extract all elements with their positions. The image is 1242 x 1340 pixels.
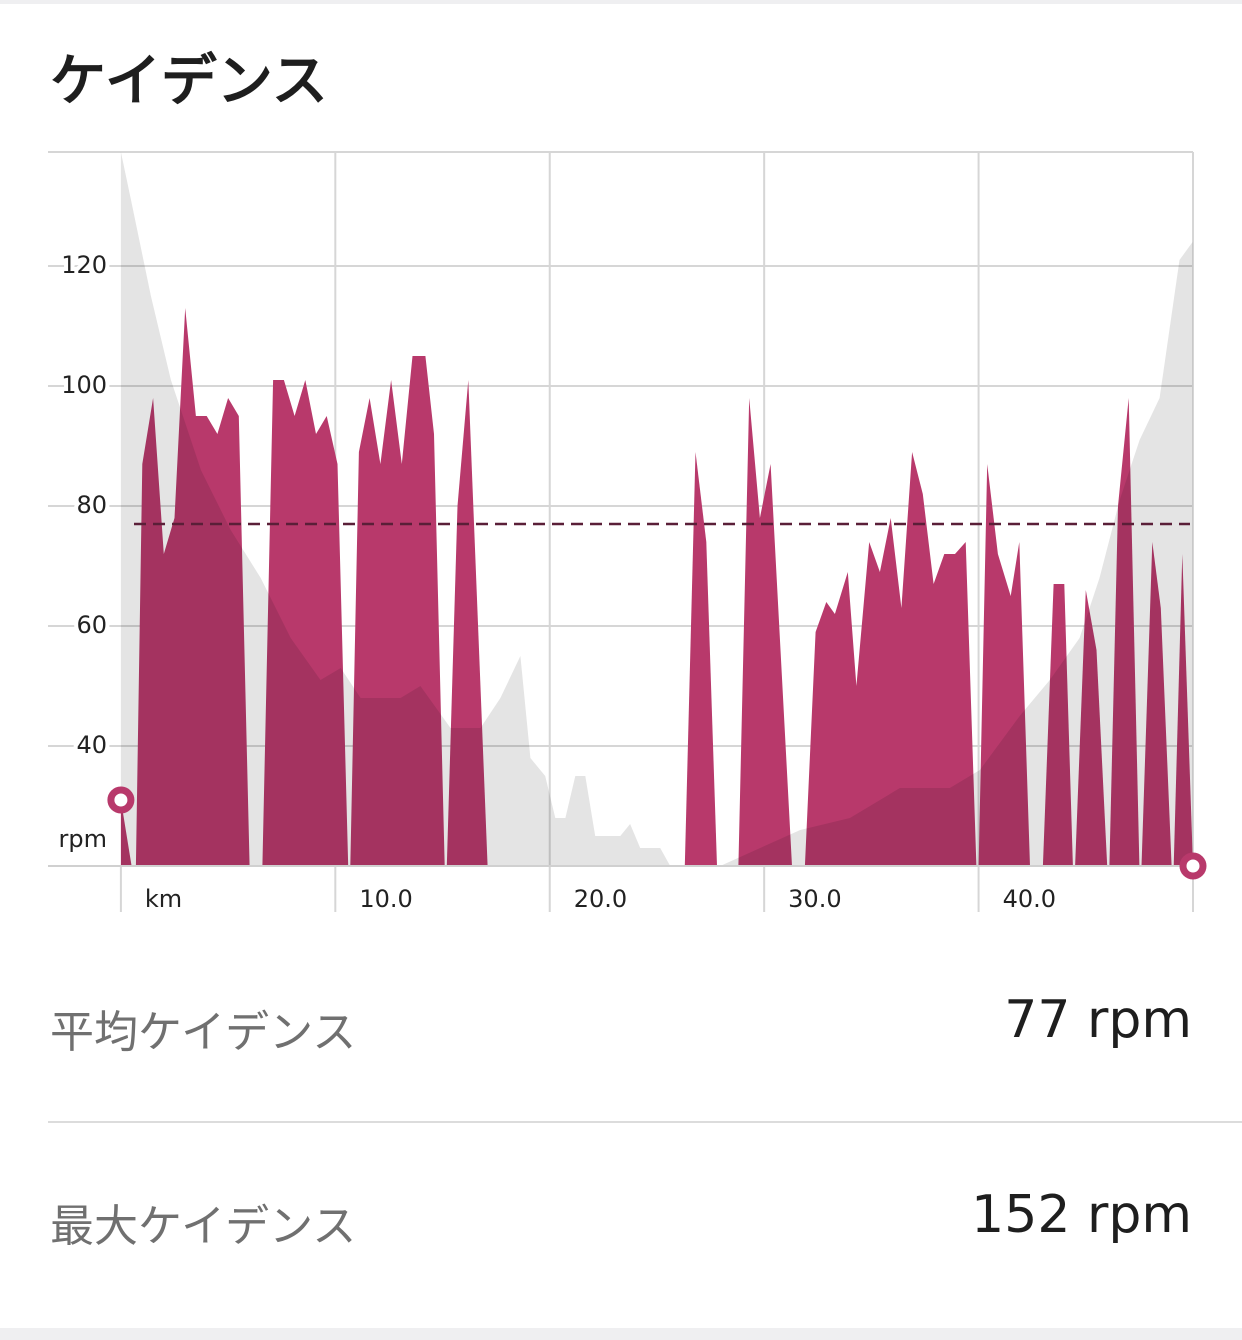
area [684, 452, 717, 866]
x-tick-label: 30.0 [788, 885, 841, 913]
area [804, 452, 977, 866]
y-tick-label: 40 [76, 731, 107, 759]
stat-label: 最大ケイデンス [50, 1201, 357, 1252]
y-tick-label: 120 [61, 251, 107, 279]
bottom-band [0, 1328, 1242, 1340]
stat-value: 152 rpm [971, 1185, 1192, 1245]
stat-value: 77 rpm [1004, 990, 1192, 1050]
y-tick-label: 100 [61, 371, 107, 399]
marker [107, 786, 135, 814]
title: ケイデンス [50, 49, 328, 114]
divider [48, 1121, 1242, 1123]
x-tick-label: 40.0 [1003, 885, 1056, 913]
area [120, 152, 1193, 866]
x-tick-label: km [145, 885, 182, 913]
x-tick-label: 10.0 [359, 885, 412, 913]
y-tick-label: 80 [76, 491, 107, 519]
top-band [0, 0, 1242, 4]
chart: 40 60 80 100 120 rpm km 10.0 20.0 30.0 40.0 [48, 151, 1207, 913]
area [738, 398, 792, 866]
stat-label: 平均ケイデンス [50, 1007, 357, 1058]
marker [1179, 852, 1207, 880]
y-unit-label: rpm [59, 825, 107, 853]
y-tick-label: 60 [76, 611, 107, 639]
x-tick-label: 20.0 [574, 885, 627, 913]
